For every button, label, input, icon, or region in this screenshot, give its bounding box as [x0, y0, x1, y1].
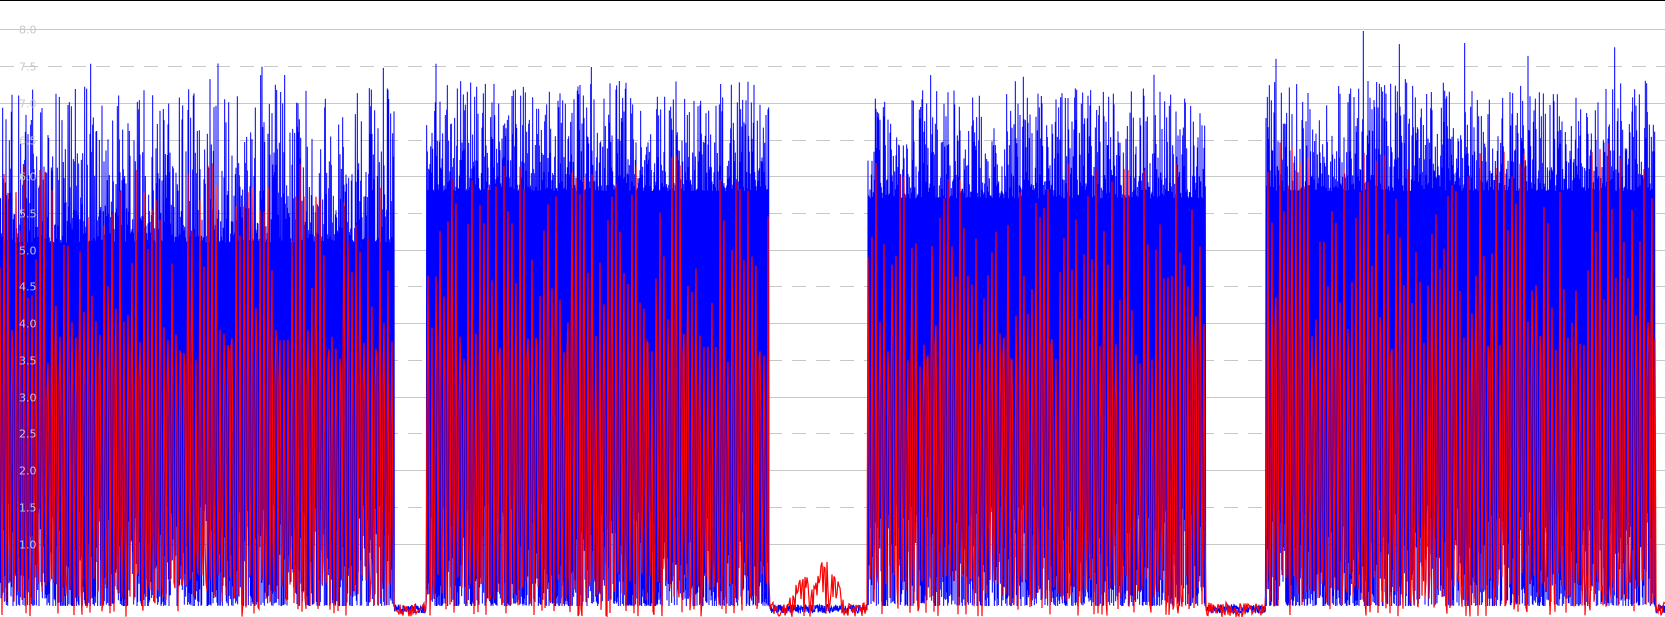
y-tick-label: 2.5 [19, 428, 37, 441]
y-tick-label: 6.0 [19, 171, 37, 184]
y-tick-label: 3.0 [19, 392, 37, 405]
y-tick-label: 4.5 [19, 281, 37, 294]
y-tick-label: 1.5 [19, 502, 37, 515]
y-tick-label: 4.0 [19, 318, 37, 331]
y-tick-label: 8.0 [19, 24, 37, 37]
y-tick-label: 1.0 [19, 539, 37, 552]
y-tick-label: 7.5 [19, 61, 37, 74]
y-axis-labels: 1.0 1.5 2.0 2.5 3.0 3.5 4.0 4.5 5.0 5.5 6.0 6.5 7.0 7… [19, 24, 37, 552]
y-tick-label: 5.5 [19, 208, 37, 221]
y-tick-label: 6.5 [19, 135, 37, 148]
y-tick-label: 2.0 [19, 465, 37, 478]
y-tick-label: 5.0 [19, 245, 37, 258]
y-tick-label: 3.5 [19, 355, 37, 368]
y-tick-label: 7.0 [19, 98, 37, 111]
